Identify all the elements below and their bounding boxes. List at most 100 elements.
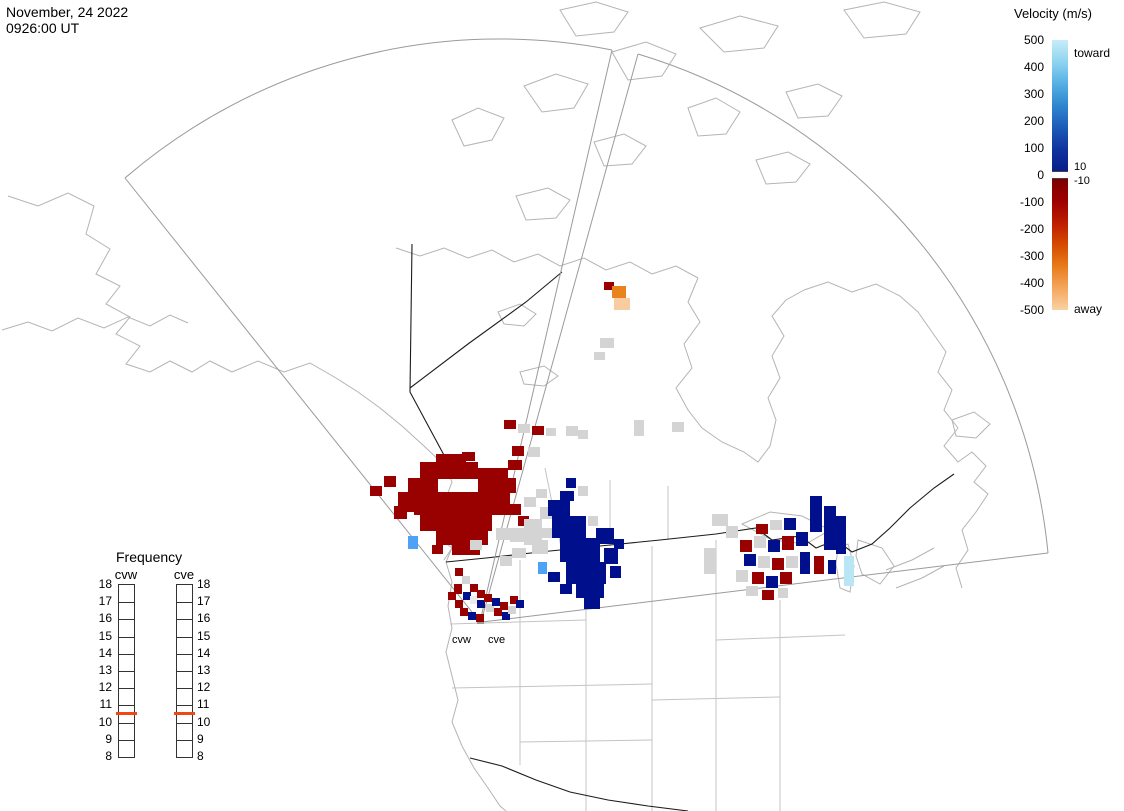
velocity-cell	[532, 540, 548, 554]
date-label: November, 24 2022	[6, 4, 129, 20]
velocity-cell	[528, 447, 540, 457]
velocity-cell	[532, 426, 544, 435]
velocity-cell	[470, 540, 482, 550]
velocity-cell	[712, 514, 728, 526]
velocity-cell	[614, 539, 624, 549]
velocity-cell	[476, 614, 484, 622]
velocity-cell	[432, 545, 443, 554]
velocity-cell	[408, 536, 418, 549]
velocity-cell	[486, 604, 494, 612]
frequency-scale-tick	[177, 602, 192, 604]
velocity-cell	[370, 486, 382, 496]
velocity-cell	[518, 516, 529, 526]
velocity-cell	[502, 612, 510, 620]
velocity-cell	[500, 556, 512, 566]
velocity-cell	[784, 518, 796, 530]
velocity-cell	[492, 598, 500, 606]
velocity-cell	[560, 491, 574, 501]
velocity-colorbar-away	[1052, 179, 1068, 310]
frequency-scale-tick	[119, 636, 134, 638]
velocity-cell	[455, 568, 463, 576]
velocity-cell	[508, 504, 521, 515]
frequency-scale-tick	[177, 722, 192, 724]
frequency-tick-label: 14	[197, 645, 211, 660]
velocity-cell	[508, 460, 522, 470]
velocity-cell	[462, 576, 470, 584]
velocity-cell	[452, 544, 480, 555]
frequency-tick-label: 9	[197, 731, 204, 746]
frequency-tick-label: 9	[105, 731, 112, 746]
radar-cve-label: cve	[488, 634, 506, 646]
velocity-cell	[836, 516, 846, 554]
velocity-cell	[740, 540, 752, 552]
frequency-tick-label: 8	[105, 749, 112, 763]
radar-cvw-label: cvw	[452, 634, 471, 646]
velocity-cell	[566, 426, 578, 436]
velocity-tick-label: 200	[1023, 114, 1044, 128]
frequency-tick-label: 12	[197, 680, 211, 695]
velocity-cell	[576, 584, 604, 598]
frequency-tick-label: 15	[197, 628, 211, 643]
toward-label: toward	[1074, 46, 1111, 60]
velocity-tick-label: 300	[1023, 87, 1044, 101]
velocity-cell	[600, 338, 614, 348]
frequency-tick-label: 11	[99, 697, 112, 712]
velocity-cell	[584, 598, 600, 609]
frequency-scale-bar	[176, 584, 193, 758]
frequency-tick-label: 13	[98, 663, 112, 677]
frequency-tick-label: 8	[197, 749, 204, 763]
frequency-scale-tick	[119, 688, 134, 690]
frequency-scale-tick	[119, 602, 134, 604]
velocity-cell	[744, 554, 756, 566]
velocity-cell	[496, 528, 510, 540]
velocity-cell	[566, 562, 606, 584]
velocity-cell	[420, 514, 492, 531]
frequency-scale-bar	[118, 584, 135, 758]
velocity-cell	[552, 516, 586, 538]
velocity-cell	[754, 536, 766, 548]
velocity-cell	[810, 496, 822, 532]
frequency-scale-tick	[119, 653, 134, 655]
frequency-scale-tick	[177, 636, 192, 638]
frequency-scale-tick	[177, 688, 192, 690]
velocity-cell	[546, 428, 556, 436]
velocity-cell	[420, 462, 478, 479]
velocity-cell	[614, 298, 630, 310]
radar-fov-layer	[124, 38, 1049, 624]
velocity-tick-label: -400	[1019, 276, 1044, 290]
velocity-cell	[484, 594, 492, 602]
velocity-cell	[588, 516, 598, 526]
velocity-cell	[500, 602, 508, 610]
velocity-cell	[634, 420, 644, 436]
frequency-legend-title: Frequency	[116, 549, 183, 565]
zero-lower-label: -10	[1074, 175, 1090, 187]
frequency-tick-label: 11	[197, 697, 210, 712]
velocity-cell	[560, 584, 572, 594]
velocity-cell	[463, 592, 471, 600]
frequency-scale-tick	[119, 722, 134, 724]
frequency-marker	[174, 712, 195, 715]
velocity-cell	[518, 424, 530, 433]
velocity-cell	[796, 532, 808, 546]
frequency-scale-tick	[119, 739, 134, 741]
velocity-cell	[510, 596, 518, 604]
velocity-cell	[462, 452, 475, 461]
velocity-tick-label: 0	[1037, 168, 1044, 182]
velocity-cell	[814, 556, 824, 574]
timestamp-block: November, 24 2022 0926:00 UT	[6, 4, 128, 36]
velocity-cell	[455, 600, 463, 608]
velocity-cell	[752, 572, 764, 584]
frequency-scale-tick	[119, 671, 134, 672]
frequency-scale-tick	[119, 705, 134, 707]
away-label: away	[1074, 302, 1103, 316]
velocity-cells-layer	[370, 282, 854, 622]
frequency-tick-label: 14	[98, 645, 112, 660]
velocity-cell	[384, 476, 396, 487]
velocity-tick-label: -100	[1019, 195, 1044, 209]
velocity-cell	[610, 566, 621, 578]
velocity-cell	[536, 489, 547, 498]
velocity-cell	[800, 552, 810, 574]
velocity-cell	[494, 608, 502, 616]
velocity-cell	[538, 562, 547, 574]
